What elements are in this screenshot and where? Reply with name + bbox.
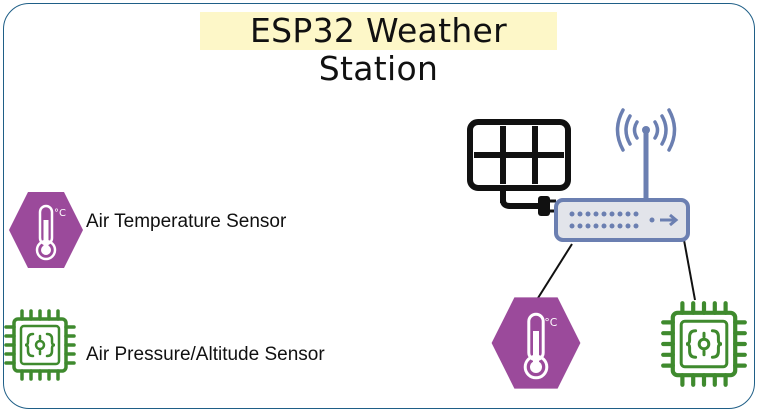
legend-thermo-unit: °C	[54, 208, 66, 219]
temperature-sensor-icon: °C	[490, 295, 582, 391]
pressure-sensor-icon	[663, 303, 745, 385]
wifi-router-icon	[554, 108, 690, 242]
solar-panel-icon	[467, 119, 571, 216]
legend-label-pressure: Air Pressure/Altitude Sensor	[86, 344, 325, 365]
sensor-thermo-unit: °C	[544, 316, 557, 329]
diagram-frame	[3, 3, 755, 409]
legend-chip-icon	[4, 309, 76, 381]
diagram-title: ESP32 Weather Station	[249, 11, 508, 88]
legend-label-temperature: Air Temperature Sensor	[86, 211, 287, 232]
link-router-temperature	[537, 243, 573, 299]
legend-thermometer-icon: °C	[7, 190, 85, 270]
title-highlight	[200, 12, 557, 50]
link-router-pressure	[683, 239, 696, 301]
